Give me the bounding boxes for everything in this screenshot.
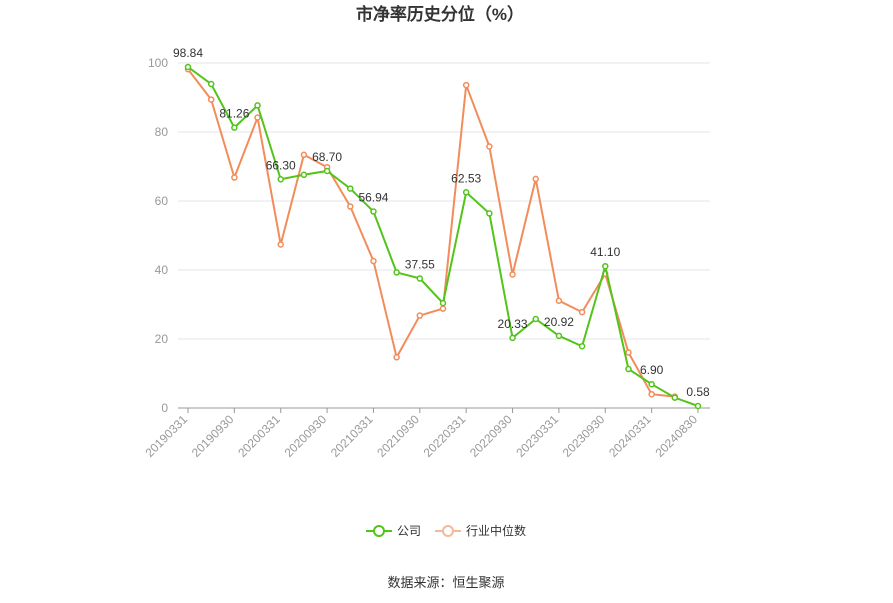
x-tick-label-20230930: 20230930: [560, 412, 608, 460]
y-axis: 0 20 40 60 80 100: [148, 56, 168, 415]
point-s1-20230630: [578, 308, 586, 316]
data-label-20220930: 20.33: [498, 317, 528, 331]
y-tick-label-20: 20: [155, 332, 169, 346]
y-tick-label-0: 0: [161, 401, 168, 415]
legend-marker-company: [373, 525, 385, 537]
x-tick-label-20210331: 20210331: [328, 412, 376, 460]
point-s0-20210331: [370, 208, 377, 215]
x-tick-label-20220930: 20220930: [467, 412, 515, 460]
point-s0-20220930: [509, 334, 516, 342]
x-tick-label-20240830: 20240830: [652, 412, 700, 460]
point-s0-20221231: [532, 315, 539, 323]
data-label-20190930: 81.26: [219, 107, 249, 121]
y-tick-label-100: 100: [148, 56, 168, 70]
x-tick-label-20230331: 20230331: [513, 412, 561, 460]
point-s0-20200331: [277, 176, 284, 183]
point-s1-20200331: [277, 241, 284, 248]
point-s0-20190331: [184, 63, 192, 71]
point-s0-20211231: [439, 299, 447, 307]
point-s0-20190630: [207, 80, 215, 88]
point-s1-20221231: [532, 175, 539, 183]
point-s0-20210630: [393, 269, 400, 276]
series-layer: [184, 63, 702, 410]
point-s1-20200630: [300, 151, 308, 159]
chart-title: 市净率历史分位（%）: [356, 4, 524, 24]
point-s0-20230630: [578, 342, 586, 350]
point-s1-20210331: [370, 257, 377, 265]
point-s1-20210630: [393, 354, 400, 361]
point-s0-20240630: [671, 394, 679, 401]
legend-marker-industry-median: [442, 525, 454, 537]
point-s0-20240830: [694, 402, 702, 410]
point-s1-20190930: [231, 174, 238, 181]
legend[interactable]: 公司 行业中位数: [366, 523, 526, 538]
data-label-20230331: 20.92: [544, 315, 574, 329]
point-s1-20190630: [207, 96, 215, 103]
point-s0-20201231: [347, 185, 354, 192]
x-tick-label-20200930: 20200930: [282, 412, 330, 460]
point-s1-20201231: [347, 203, 354, 210]
y-tick-label-40: 40: [155, 263, 169, 277]
data-label-20200930: 68.70: [312, 150, 342, 164]
legend-label-industry-median: 行业中位数: [466, 523, 526, 538]
point-s0-20240331: [648, 380, 655, 388]
x-tick-label-20240331: 20240331: [606, 412, 654, 460]
point-s0-20230930: [602, 262, 609, 270]
point-s1-20230331: [555, 297, 563, 304]
data-label-20240331: 6.90: [640, 363, 664, 377]
series-line-0: [187, 66, 699, 407]
x-tick-label-20200331: 20200331: [235, 412, 283, 460]
point-s0-20190930: [231, 124, 238, 131]
x-tick-label-20220331: 20220331: [421, 412, 469, 460]
data-label-20210331: 56.94: [358, 191, 388, 205]
x-axis: 2019033120190930202003312020093020210331…: [142, 407, 710, 460]
point-s1-20211231: [439, 305, 447, 312]
data-label-20230930: 41.10: [590, 245, 620, 259]
point-s0-20210930: [416, 275, 424, 282]
x-tick-label-20210930: 20210930: [374, 412, 422, 460]
point-s1-20220331: [462, 81, 470, 89]
series-line-1: [187, 68, 675, 398]
data-label-20240830: 0.58: [686, 385, 710, 399]
data-label-20210930: 37.55: [405, 257, 435, 271]
point-s0-20230331: [555, 332, 563, 340]
y-tick-label-80: 80: [155, 125, 169, 139]
point-s1-20231231: [625, 349, 632, 356]
x-tick-label-20190331: 20190331: [142, 412, 190, 460]
y-tick-label-60: 60: [155, 194, 169, 208]
point-s0-20200630: [300, 171, 308, 179]
point-s0-20191231: [254, 102, 261, 109]
point-s1-20220930: [509, 271, 516, 278]
x-tick-label-20190930: 20190930: [189, 412, 237, 460]
point-s0-20220630: [486, 210, 493, 217]
point-s0-20231231: [625, 365, 632, 373]
data-label-20220331: 62.53: [451, 171, 481, 185]
data-labels: 98.84 81.26 66.30 68.70 56.94 37.55 62.53 20.33…: [173, 46, 710, 399]
point-s0-20220331: [462, 189, 470, 196]
data-label-20190331: 98.84: [173, 46, 203, 60]
point-s1-20191231: [254, 114, 261, 121]
point-s1-20210930: [416, 312, 424, 319]
legend-label-company: 公司: [397, 524, 421, 538]
data-label-20200331: 66.30: [266, 158, 296, 172]
point-s1-20220630: [486, 143, 493, 150]
legend-item-company[interactable]: 公司: [366, 524, 421, 538]
data-source: 数据来源：恒生聚源: [387, 575, 504, 590]
point-s1-20240331: [648, 390, 655, 398]
point-s0-20200930: [323, 167, 331, 175]
legend-item-industry-median[interactable]: 行业中位数: [435, 523, 526, 538]
